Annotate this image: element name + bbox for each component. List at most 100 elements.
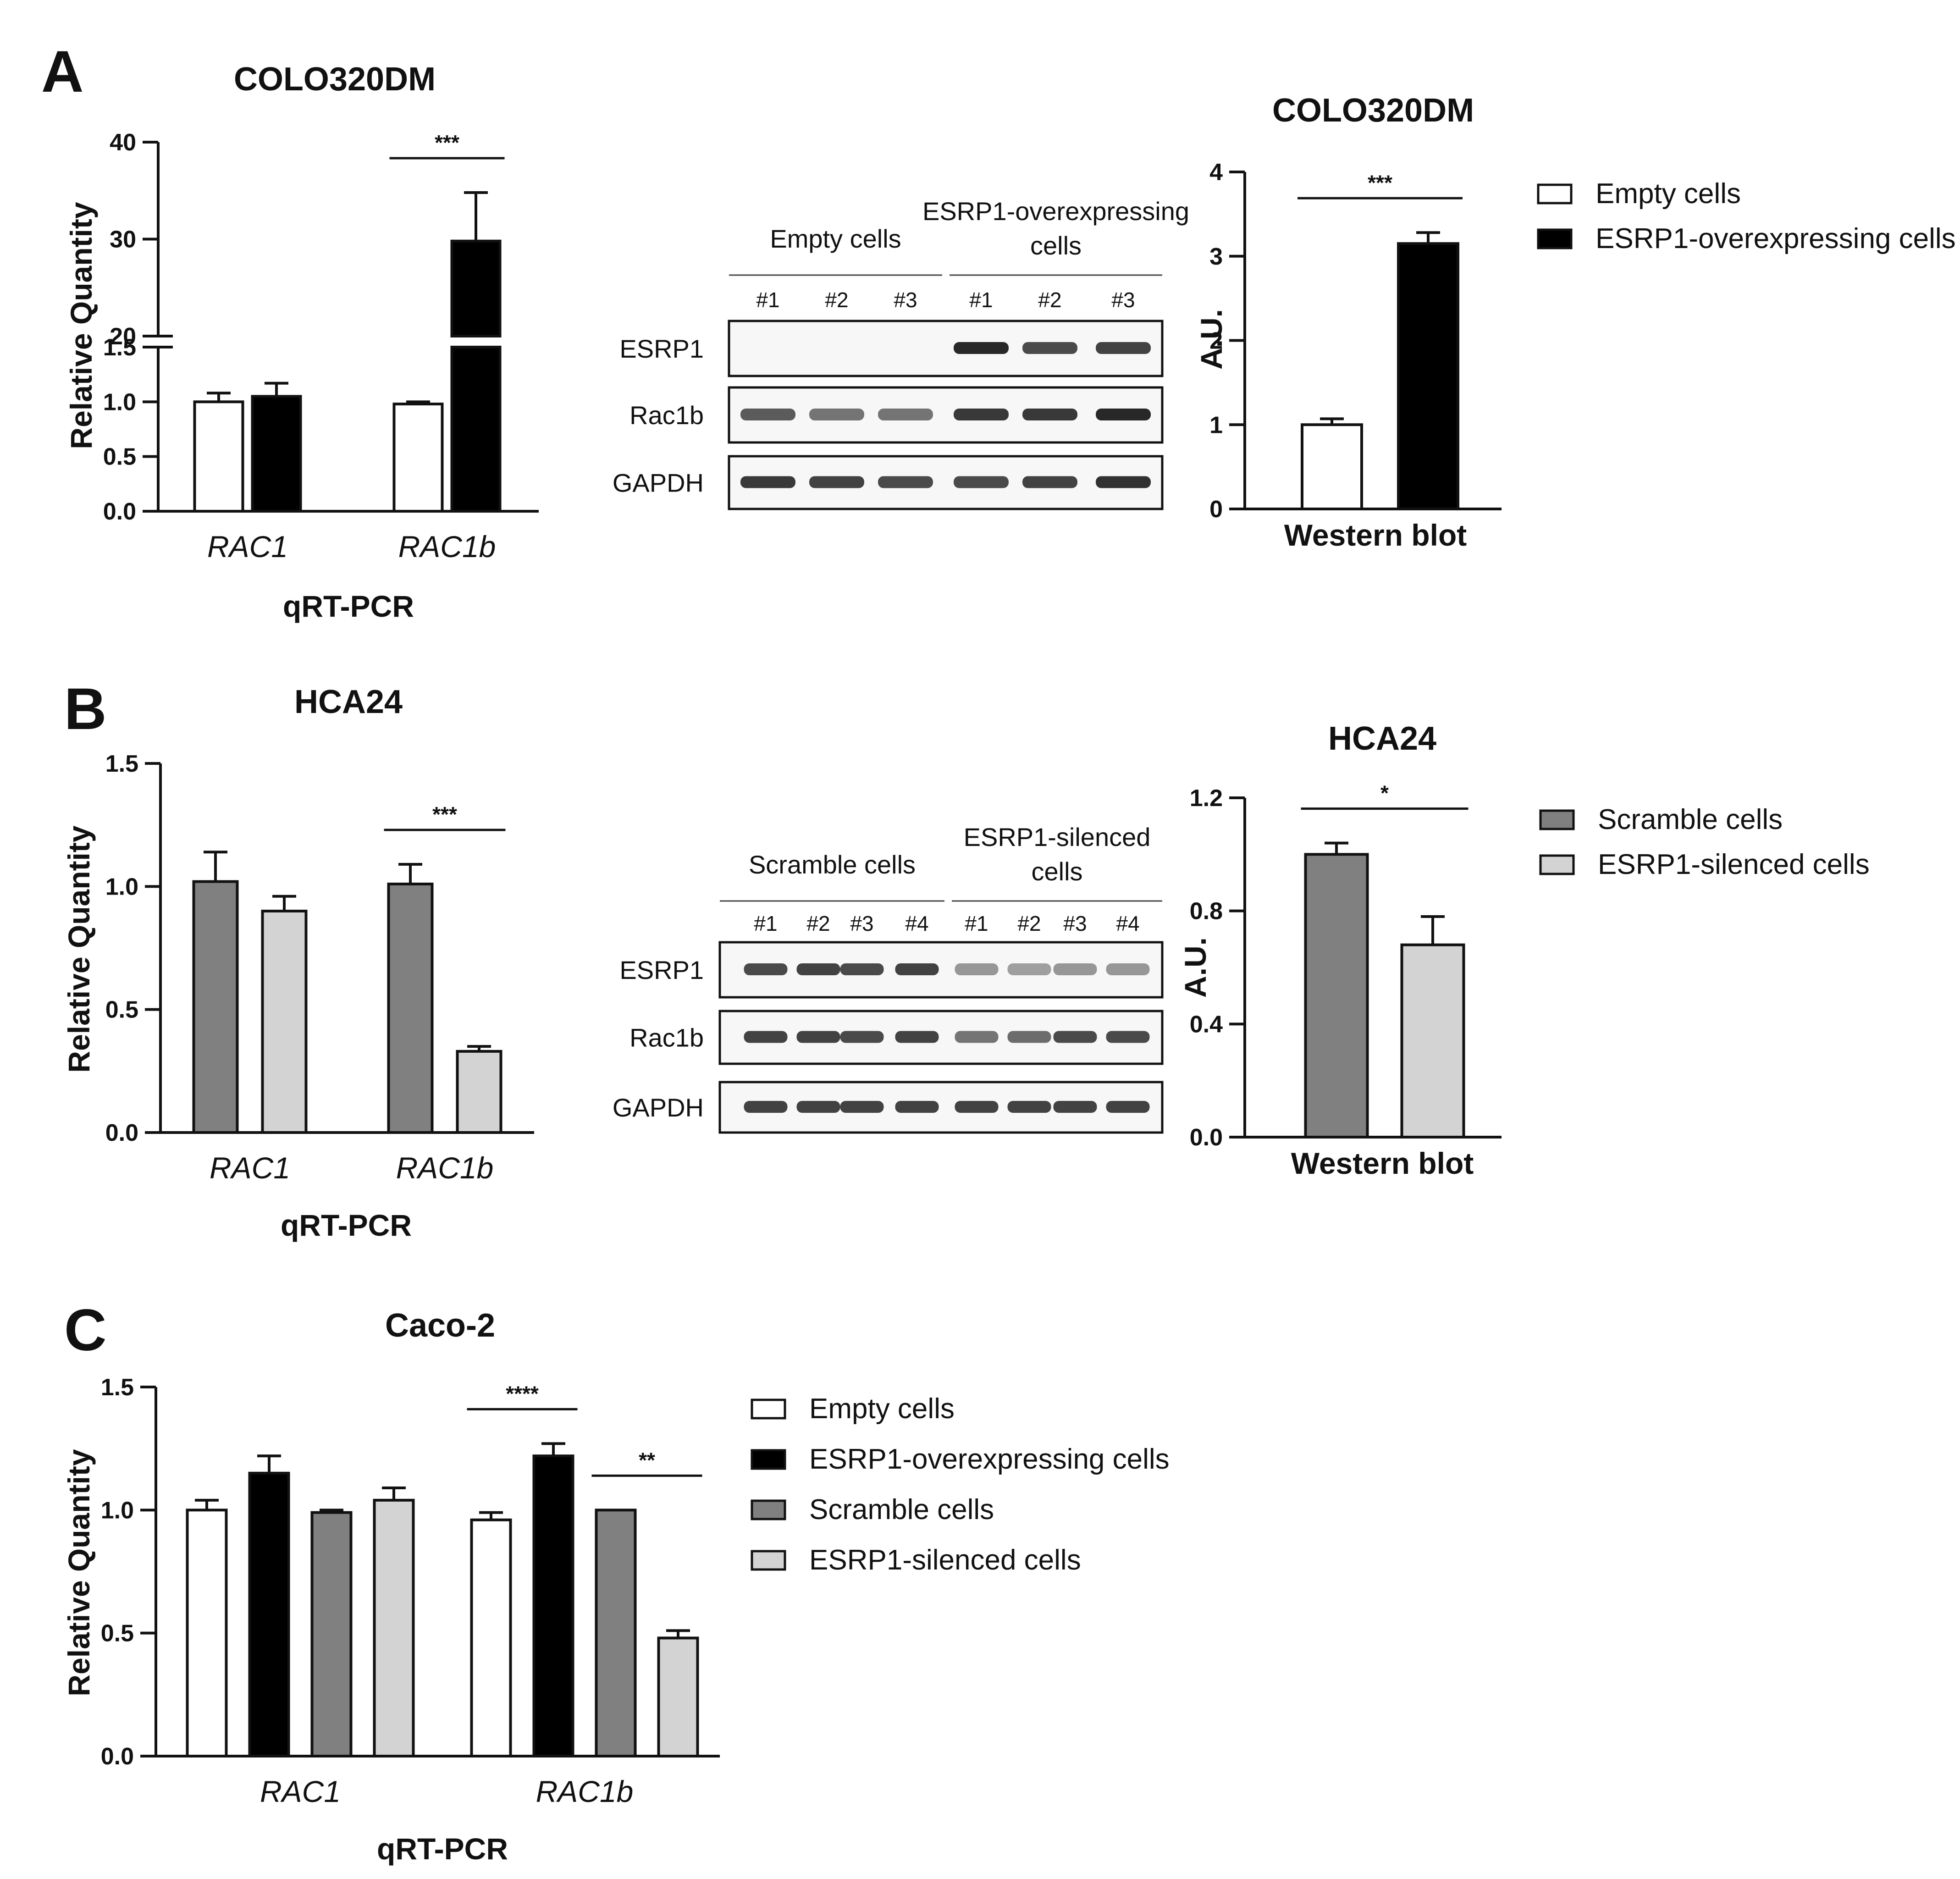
y-tick-label: 1.2	[1190, 785, 1223, 812]
bar-segment-lower	[450, 346, 502, 513]
blot-row-label: ESRP1	[619, 334, 704, 363]
legend-label: Scramble cells	[809, 1494, 994, 1525]
bar	[392, 403, 444, 513]
legend-label: Empty cells	[1596, 178, 1741, 210]
blot-band	[840, 1031, 884, 1043]
blot-band	[954, 409, 1009, 420]
legends-layer: Empty cells ESRP1-overexpressing cells Scr…	[751, 178, 1956, 1576]
blot-band	[840, 1101, 884, 1113]
blot-band	[1007, 1101, 1051, 1113]
x-axis-label: Western blot	[1291, 1146, 1474, 1180]
blot-band	[955, 1101, 999, 1113]
blot-row-label: Rac1b	[629, 401, 704, 430]
bar	[1301, 423, 1363, 510]
blot-group-label: ESRP1-overexpressing	[922, 197, 1189, 226]
blot-band	[1096, 342, 1151, 354]
y-tick-label: 0.5	[101, 1620, 134, 1647]
significance-label: ***	[435, 131, 459, 155]
blot-row-label: GAPDH	[613, 1093, 704, 1122]
blot-strip	[728, 320, 1164, 377]
blot-lane-label: #3	[1111, 288, 1135, 312]
y-tick-label: 1	[1209, 412, 1223, 438]
panel-letter-a: A	[41, 39, 83, 105]
legend-swatch	[751, 1398, 786, 1420]
blot-band	[1106, 1031, 1150, 1043]
blot-group-label: cells	[1031, 857, 1082, 886]
blot-band	[895, 963, 939, 975]
blot-lane-label: #3	[894, 288, 917, 312]
blot-band	[1106, 1101, 1150, 1113]
blot-band	[1007, 963, 1051, 975]
chart-title: HCA24	[1328, 720, 1436, 757]
legend-swatch	[1537, 228, 1573, 249]
bar	[1304, 853, 1369, 1139]
blot-band	[1096, 409, 1151, 420]
y-axis-label: Relative Quantity	[62, 825, 96, 1072]
legend-label: ESRP1-overexpressing cells	[1596, 223, 1956, 254]
y-tick-label: 3	[1209, 243, 1223, 270]
significance-label: ***	[432, 802, 457, 826]
blot-band	[954, 476, 1009, 488]
blot-band	[744, 963, 788, 975]
x-axis-label: qRT-PCR	[283, 589, 414, 623]
bar-segment-upper	[450, 239, 502, 337]
y-tick-label: 40	[110, 129, 136, 156]
blot-lane-label: #3	[850, 912, 873, 935]
blot-band	[1022, 342, 1077, 354]
bar	[1400, 943, 1465, 1139]
significance-label: ****	[506, 1382, 539, 1405]
legend-c: Empty cells ESRP1-overexpressing cells Scr…	[751, 1393, 1170, 1576]
y-tick-label: 0.0	[101, 1743, 134, 1770]
category-label: RAC1b	[396, 1151, 494, 1185]
bar	[595, 1509, 637, 1757]
y-tick-label: 20	[110, 323, 136, 350]
bar	[192, 880, 239, 1134]
chart-C-qpcr: Caco-2 qRT-PCR Relative Quantity 0.0 0.5 1.0 1…	[62, 1307, 720, 1866]
chart-A-wb: COLO320DM Western blot A.U. 0 1 2 3 4 ***	[1194, 92, 1502, 552]
blot-lane-label: #4	[1116, 912, 1139, 935]
legend-swatch	[751, 1550, 786, 1571]
chart-title: COLO320DM	[234, 61, 436, 98]
y-axis-label: A.U.	[1178, 937, 1212, 998]
panel-letter-c: C	[64, 1298, 106, 1363]
bar	[186, 1509, 228, 1757]
x-axis-label: qRT-PCR	[281, 1208, 412, 1242]
blot-group-label: cells	[1030, 231, 1082, 260]
bar	[373, 1498, 415, 1758]
blot-lane-label: #2	[806, 912, 830, 935]
legend-swatch	[1539, 809, 1575, 830]
bar	[470, 1518, 512, 1758]
blot-band	[955, 1031, 999, 1043]
y-tick-label: 0.5	[103, 444, 136, 470]
blot-lane-label: #1	[754, 912, 777, 935]
blot-band	[809, 409, 864, 420]
legend-label: Empty cells	[809, 1393, 955, 1425]
legend-a: Empty cells ESRP1-overexpressing cells	[1537, 178, 1956, 254]
bar	[193, 400, 244, 513]
blot-lane-label: #4	[905, 912, 928, 935]
chart-title: COLO320DM	[1272, 92, 1474, 129]
y-tick-label: 2	[1209, 328, 1223, 354]
y-tick-label: 0.0	[103, 498, 136, 525]
category-label: RAC1b	[398, 530, 496, 564]
y-tick-label: 1.5	[101, 1374, 134, 1401]
chart-B-wb: HCA24 Western blot A.U. 0.0 0.4 0.8 1.2 *	[1178, 720, 1502, 1180]
blot-row-label: ESRP1	[619, 956, 704, 984]
blot-band	[796, 1031, 840, 1043]
y-tick-label: 0	[1209, 496, 1223, 523]
blot-group-label: Scramble cells	[749, 850, 916, 879]
blot-band	[895, 1031, 939, 1043]
blot-band	[1007, 1031, 1051, 1043]
y-tick-label: 0.8	[1190, 898, 1223, 925]
western-blot-a: Empty cells #1 #2 #3 ESRP1-overexpressing cel…	[613, 197, 1189, 510]
blot-group-label: Empty cells	[770, 224, 901, 253]
panel-letter-b: B	[64, 676, 106, 742]
blot-band	[895, 1101, 939, 1113]
blot-band	[796, 1101, 840, 1113]
legend-b: Scramble cells ESRP1-silenced cells	[1539, 804, 1870, 880]
blots-layer: Empty cells #1 #2 #3 ESRP1-overexpressing cel…	[613, 197, 1189, 1134]
category-label: RAC1	[207, 530, 288, 564]
blot-lane-label: #2	[1038, 288, 1061, 312]
blot-lane-label: #1	[969, 288, 993, 312]
